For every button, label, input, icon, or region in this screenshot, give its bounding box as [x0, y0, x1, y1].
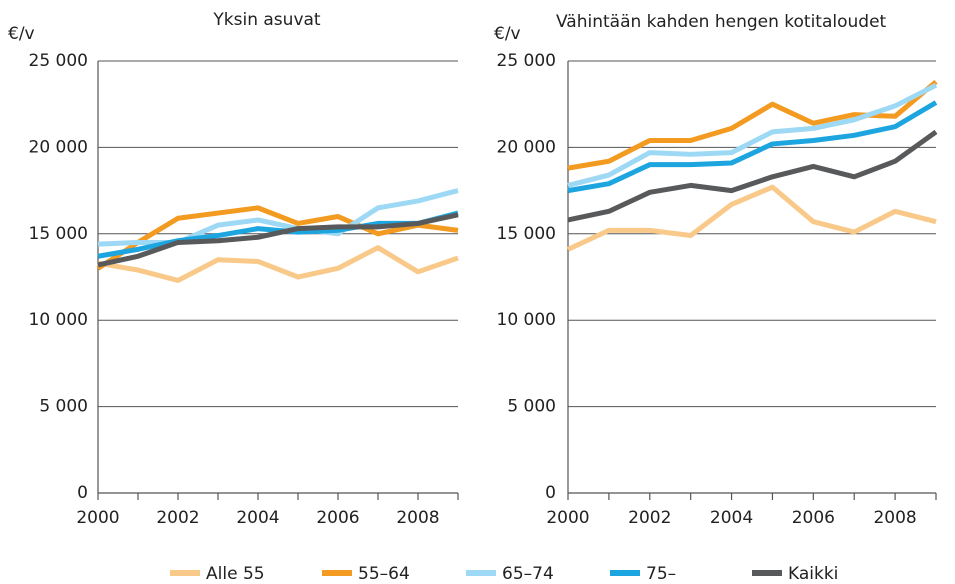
legend-label: Alle 55 — [206, 564, 265, 584]
x-tick-label: 2004 — [710, 508, 753, 528]
y-tick-label: 10 000 — [29, 310, 88, 330]
x-tick-label: 2002 — [628, 508, 671, 528]
chart-title: Yksin asuvat — [212, 10, 321, 30]
data-line — [97, 245, 459, 283]
data-line — [567, 129, 938, 223]
x-tick-label: 2004 — [236, 508, 279, 528]
x-tick-label: 2006 — [792, 508, 835, 528]
y-tick-label: 0 — [77, 483, 88, 503]
x-tick-label: 2008 — [873, 508, 916, 528]
y-tick-label: 10 000 — [497, 310, 556, 330]
data-line — [567, 100, 938, 194]
y-tick-label: 15 000 — [29, 224, 88, 244]
legend-label: Kaikki — [788, 564, 838, 584]
y-tick-label: 0 — [545, 483, 556, 503]
data-line — [566, 184, 937, 252]
y-tick-label: 5 000 — [507, 397, 556, 417]
chart-title: Vähintään kahden hengen kotitaloudet — [556, 12, 887, 32]
y-tick-label: 15 000 — [497, 224, 556, 244]
x-tick-label: 2000 — [76, 508, 119, 528]
x-tick-label: 2006 — [316, 508, 359, 528]
x-tick-label: 2002 — [156, 508, 199, 528]
y-tick-label: 25 000 — [497, 51, 556, 71]
data-line — [97, 188, 459, 247]
y-axis-label: €/v — [494, 24, 521, 44]
data-line — [96, 205, 459, 271]
data-line — [97, 212, 459, 268]
y-tick-label: 25 000 — [29, 51, 88, 71]
data-line — [567, 82, 938, 188]
legend-label: 75– — [646, 564, 676, 584]
legend-label: 65–74 — [502, 564, 554, 584]
y-axis-label: €/v — [8, 24, 35, 44]
x-tick-label: 2008 — [396, 508, 439, 528]
y-tick-label: 20 000 — [497, 137, 556, 157]
y-tick-label: 20 000 — [29, 137, 88, 157]
x-tick-label: 2000 — [546, 508, 589, 528]
legend-label: 55–64 — [358, 564, 410, 584]
y-tick-label: 5 000 — [39, 397, 88, 417]
